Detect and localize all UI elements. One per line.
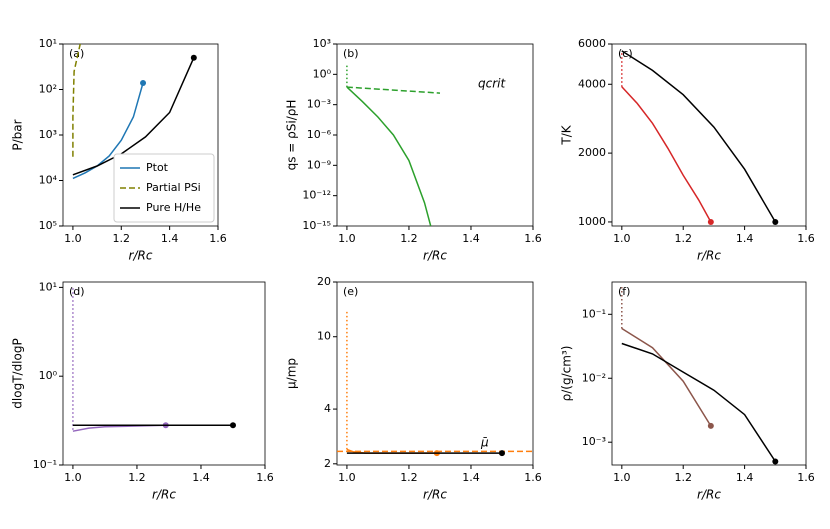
x-tick-label: 1.2: [113, 232, 131, 245]
data-line: [621, 50, 776, 223]
x-axis-label: r/Rc: [129, 249, 153, 263]
x-tick-label: 1.6: [524, 471, 542, 484]
end-point: [772, 218, 779, 225]
panel-label: (d): [69, 285, 85, 298]
y-tick-label: 10⁴: [39, 174, 58, 187]
x-tick-label: 1.0: [338, 471, 356, 484]
y-tick-label: 10⁻¹: [33, 458, 57, 471]
end-point: [707, 218, 714, 225]
x-axis-label: r/Rc: [423, 249, 447, 263]
x-tick-label: 1.0: [64, 232, 82, 245]
y-tick-label: 6000: [578, 37, 606, 50]
plot-frame: [336, 281, 534, 466]
y-tick-label: 10⁻¹²: [302, 189, 331, 202]
y-tick-label: 20: [317, 275, 331, 288]
plot-frame: [336, 43, 534, 227]
end-point: [140, 80, 147, 87]
x-tick-label: 1.6: [209, 232, 227, 245]
panel-label: (b): [343, 47, 359, 60]
y-tick-label: 10⁻²: [582, 371, 606, 384]
end-point: [498, 450, 505, 457]
data-line: [72, 82, 144, 180]
y-tick-label: 10³: [39, 128, 57, 141]
data-line: [72, 57, 195, 176]
x-tick-label: 1.6: [797, 471, 815, 484]
data-line: [72, 424, 166, 432]
y-axis-label: P/bar: [11, 119, 25, 150]
y-tick-label: 10⁵: [39, 219, 57, 232]
y-tick-label: 10²: [39, 83, 57, 96]
plot-frame: [611, 43, 807, 227]
x-axis-label: r/Rc: [697, 488, 721, 502]
y-tick-label: 10⁻³: [307, 98, 331, 111]
y-tick-label: 10¹: [39, 37, 57, 50]
x-tick-label: 1.2: [128, 471, 146, 484]
annotation: μ̄: [480, 436, 489, 450]
x-tick-label: 1.6: [797, 232, 815, 245]
y-tick-label: 10⁻³: [582, 435, 606, 448]
data-line: [621, 342, 776, 462]
x-tick-label: 1.2: [674, 471, 692, 484]
x-tick-label: 1.4: [462, 232, 480, 245]
y-tick-label: 1000: [578, 215, 606, 228]
y-tick-label: 4000: [578, 77, 606, 90]
panel-label: (f): [618, 285, 630, 298]
x-tick-label: 1.6: [524, 232, 542, 245]
panel-label: (e): [343, 285, 358, 298]
x-tick-label: 1.4: [736, 232, 754, 245]
data-line: [346, 86, 441, 94]
x-tick-label: 1.2: [400, 471, 418, 484]
y-tick-label: 10⁻⁶: [307, 128, 332, 141]
x-tick-label: 1.6: [256, 471, 274, 484]
end-point: [707, 422, 714, 429]
end-point: [190, 54, 197, 61]
y-tick-label: 10⁻⁹: [307, 158, 331, 171]
x-tick-label: 1.0: [613, 471, 631, 484]
x-tick-label: 1.0: [64, 471, 82, 484]
y-axis-label: T/K: [560, 124, 574, 145]
y-tick-label: 10⁻¹⁵: [302, 219, 331, 232]
x-tick-label: 1.4: [192, 471, 210, 484]
legend-label: Ptot: [146, 161, 169, 174]
end-point: [772, 458, 779, 465]
legend-box: [113, 153, 215, 223]
y-tick-label: 4: [324, 402, 331, 415]
y-tick-label: 2: [324, 457, 331, 470]
x-tick-label: 1.2: [674, 232, 692, 245]
x-axis-label: r/Rc: [697, 249, 721, 263]
annotation: qcrit: [478, 77, 506, 91]
data-line: [72, 44, 81, 157]
plot-frame: [611, 281, 807, 466]
y-tick-label: 10³: [313, 37, 331, 50]
y-tick-label: 2000: [578, 146, 606, 159]
y-axis-label: dlogT/dlogP: [11, 338, 25, 408]
y-tick-label: 10⁻¹: [582, 307, 606, 320]
x-tick-label: 1.2: [400, 232, 418, 245]
data-line: [346, 86, 432, 226]
data-line: [621, 86, 712, 223]
y-axis-label: qs = ρSi/ρH: [285, 100, 299, 171]
x-axis-label: r/Rc: [152, 488, 176, 502]
x-tick-label: 1.4: [736, 471, 754, 484]
data-line: [621, 327, 712, 427]
y-axis-label: μ/mp: [285, 358, 299, 389]
plot-frame: [62, 281, 266, 466]
y-tick-label: 10¹: [39, 280, 57, 293]
x-axis-label: r/Rc: [423, 488, 447, 502]
end-point: [229, 422, 236, 429]
x-tick-label: 1.0: [338, 232, 356, 245]
y-axis-label: ρ/(g/cm³): [560, 346, 574, 402]
legend-label: Pure H/He: [146, 201, 201, 214]
y-tick-label: 10: [317, 330, 331, 343]
legend-label: Partial PSi: [146, 181, 201, 194]
x-tick-label: 1.4: [161, 232, 179, 245]
x-tick-label: 1.4: [462, 471, 480, 484]
x-tick-label: 1.0: [613, 232, 631, 245]
y-tick-label: 10⁰: [313, 67, 332, 80]
y-tick-label: 10⁰: [39, 369, 58, 382]
panel-label: (a): [69, 47, 84, 60]
